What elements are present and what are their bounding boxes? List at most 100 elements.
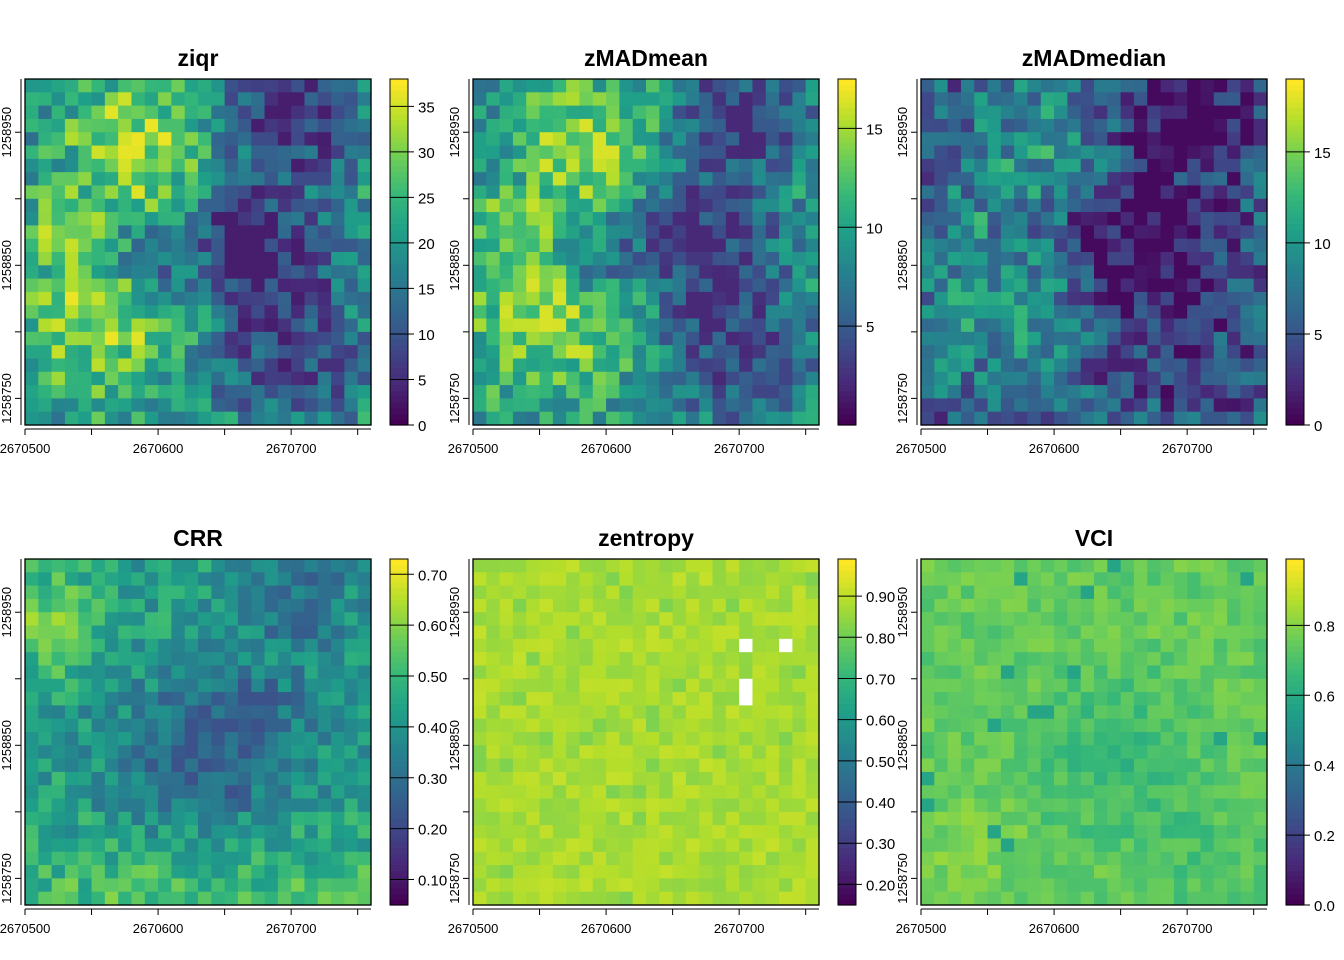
colorbar-segment — [838, 217, 856, 224]
raster-cell — [78, 785, 93, 800]
raster-cell — [1067, 158, 1082, 173]
raster-cell — [1067, 331, 1082, 346]
raster-cell — [1253, 745, 1268, 760]
colorbar-segment — [838, 79, 856, 86]
raster-cell — [579, 598, 594, 613]
raster-cell — [512, 371, 527, 386]
raster-cell — [779, 865, 793, 879]
raster-cell — [921, 598, 935, 613]
raster-cell — [960, 678, 975, 693]
raster-cell — [659, 878, 674, 893]
raster-cell — [118, 598, 133, 613]
raster-cell — [317, 891, 332, 906]
raster-cell — [171, 652, 186, 667]
raster-cell — [51, 825, 66, 840]
raster-cell — [739, 758, 754, 773]
raster-cell — [1253, 411, 1268, 426]
raster-cell — [779, 79, 793, 93]
colorbar-segment — [1286, 269, 1304, 276]
raster-cell — [552, 598, 567, 613]
raster-cell — [526, 692, 541, 706]
raster-cell — [805, 238, 820, 253]
raster-cell — [934, 718, 949, 733]
raster-cell — [344, 371, 359, 386]
raster-cell — [712, 838, 727, 853]
raster-cell — [526, 132, 541, 147]
colorbar-tick-label: 10 — [418, 327, 435, 344]
raster-cell — [357, 745, 372, 760]
raster-cell — [1014, 331, 1029, 346]
raster-cell — [805, 118, 820, 133]
raster-cell — [539, 811, 554, 826]
raster-cell — [1094, 265, 1108, 280]
raster-cell — [224, 559, 239, 573]
raster-cell — [1187, 572, 1202, 587]
raster-cell — [144, 705, 159, 720]
colorbar-segment — [838, 298, 856, 305]
raster-cell — [1040, 105, 1055, 120]
raster-cell — [1240, 865, 1255, 879]
raster-cell — [1227, 385, 1241, 399]
raster-cell — [1094, 172, 1108, 187]
raster-cell — [765, 252, 780, 266]
raster-cell — [526, 745, 541, 760]
raster-cell — [512, 559, 527, 573]
raster-cell — [211, 225, 226, 240]
raster-cell — [579, 385, 594, 399]
colorbar-segment — [1286, 806, 1304, 814]
raster-cell — [1227, 692, 1241, 706]
raster-cell — [606, 865, 620, 879]
raster-cell — [331, 638, 345, 653]
raster-cell — [632, 692, 647, 706]
raster-cell — [91, 625, 106, 640]
raster-cell — [344, 652, 359, 667]
raster-cell — [499, 625, 514, 640]
raster-cell — [144, 265, 159, 280]
raster-cell — [1067, 718, 1082, 733]
raster-cell — [646, 798, 660, 813]
raster-cell — [1240, 638, 1255, 653]
raster-cell — [685, 331, 700, 346]
raster-cell — [1213, 638, 1228, 653]
raster-cell — [251, 758, 266, 773]
raster-cell — [934, 572, 949, 587]
raster-cell — [792, 625, 807, 640]
colorbar-segment — [390, 188, 408, 195]
raster-cell — [619, 318, 634, 333]
colorbar-segment — [1286, 732, 1304, 739]
raster-cell — [277, 398, 292, 413]
raster-cell — [699, 559, 714, 573]
colorbar-tick-label: 0 — [1314, 418, 1322, 435]
raster-cell — [921, 572, 935, 587]
raster-cell — [1107, 638, 1122, 653]
raster-cell — [184, 638, 199, 653]
raster-cell — [619, 145, 634, 160]
raster-cell — [64, 758, 79, 773]
raster-cell — [486, 345, 501, 360]
raster-cell — [25, 625, 39, 640]
raster-cell — [646, 785, 660, 800]
raster-cell — [317, 612, 332, 627]
raster-cell — [1054, 385, 1068, 399]
raster-cell — [1253, 598, 1268, 613]
raster-cell — [91, 865, 106, 879]
colorbar-segment — [838, 309, 856, 317]
raster-cell — [619, 265, 634, 280]
raster-cell — [486, 212, 501, 226]
raster-cell — [619, 398, 634, 413]
raster-cell — [184, 585, 199, 600]
raster-cell — [78, 878, 93, 893]
raster-cell — [25, 118, 39, 133]
raster-cell — [51, 598, 66, 613]
raster-cell — [277, 291, 292, 306]
raster-cell — [539, 252, 554, 266]
raster-cell — [1227, 598, 1241, 613]
raster-cell — [304, 158, 319, 173]
raster-cell — [1253, 732, 1268, 746]
raster-cell — [1040, 891, 1055, 906]
colorbar-segment — [838, 280, 856, 288]
raster-cell — [78, 172, 93, 187]
plot-frame — [920, 558, 1268, 906]
raster-cell — [144, 238, 159, 253]
raster-cell — [739, 158, 754, 173]
